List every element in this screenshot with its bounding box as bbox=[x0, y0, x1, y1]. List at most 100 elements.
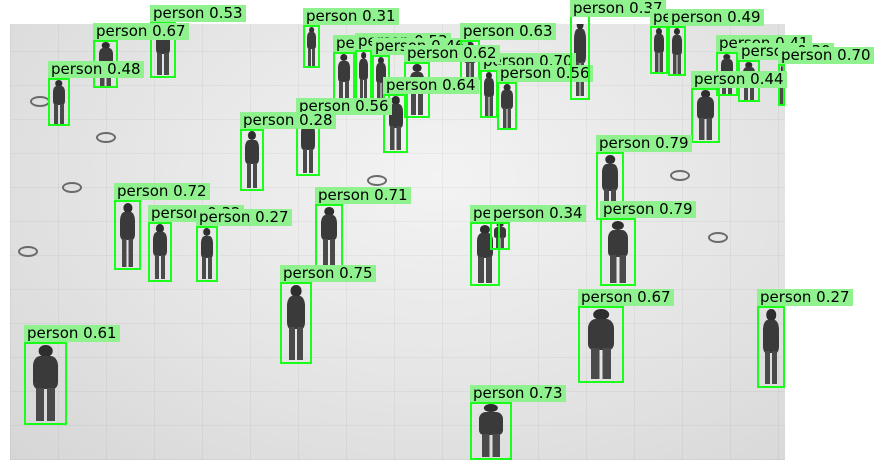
person-torso bbox=[301, 125, 315, 150]
detection-label: person 0.79 bbox=[596, 135, 692, 152]
detection-box bbox=[470, 222, 500, 286]
detection-label: person 0.67 bbox=[578, 289, 674, 306]
person-head bbox=[593, 309, 609, 320]
person-legs bbox=[590, 348, 612, 380]
detection-box bbox=[280, 282, 312, 364]
person-figure bbox=[757, 306, 785, 388]
person-figure bbox=[333, 52, 355, 104]
detection-label: person 0.71 bbox=[315, 187, 411, 204]
person-head bbox=[655, 27, 663, 35]
detection-label: person 0.75 bbox=[280, 265, 376, 282]
person-legs bbox=[699, 118, 712, 141]
person-legs bbox=[307, 48, 316, 66]
person-figure bbox=[480, 70, 498, 118]
detection-label: person 0.72 bbox=[114, 183, 210, 200]
detection-box bbox=[48, 78, 70, 126]
detection-label: person 0.49 bbox=[668, 9, 764, 26]
detection-box bbox=[114, 200, 141, 270]
person-legs bbox=[744, 83, 754, 100]
person-head bbox=[247, 131, 257, 141]
person-legs bbox=[202, 256, 212, 280]
person-figure bbox=[240, 129, 264, 191]
detection-label: person 0.73 bbox=[470, 385, 566, 402]
person-figure bbox=[383, 94, 408, 153]
person-torso bbox=[287, 295, 305, 329]
person-torso bbox=[671, 34, 683, 55]
detection-label: person 0.61 bbox=[24, 325, 120, 342]
person-legs bbox=[465, 62, 475, 78]
person-head bbox=[391, 96, 400, 105]
person-head bbox=[203, 228, 211, 237]
detection-box bbox=[600, 218, 636, 286]
person-torso bbox=[763, 319, 779, 353]
person-head bbox=[466, 41, 474, 48]
detection-label: person 0.64 bbox=[383, 77, 479, 94]
person-head bbox=[611, 220, 625, 231]
person-torso bbox=[476, 232, 494, 259]
detection-box bbox=[668, 26, 686, 76]
person-torso bbox=[588, 319, 614, 350]
detection-label: person 0.53 bbox=[150, 5, 246, 22]
person-figure bbox=[470, 402, 512, 460]
person-torso bbox=[697, 97, 714, 120]
person-head bbox=[101, 41, 110, 49]
person-torso bbox=[501, 90, 513, 110]
person-torso bbox=[337, 60, 351, 82]
detection-box bbox=[383, 94, 408, 153]
person-torso bbox=[358, 58, 369, 80]
person-head bbox=[780, 65, 783, 72]
person-head bbox=[483, 404, 499, 413]
person-head bbox=[745, 61, 753, 68]
detection-label: person 0.63 bbox=[460, 23, 556, 40]
person-legs bbox=[359, 78, 368, 100]
floor-drain bbox=[18, 246, 38, 257]
detection-label: person 0.28 bbox=[240, 112, 336, 129]
detection-box bbox=[470, 402, 512, 460]
person-legs bbox=[157, 52, 169, 76]
detection-label: person 0.62 bbox=[404, 45, 500, 62]
person-head bbox=[576, 24, 584, 31]
person-figure bbox=[303, 25, 320, 68]
person-legs bbox=[288, 327, 304, 360]
person-figure bbox=[148, 222, 172, 282]
person-figure bbox=[668, 26, 686, 76]
person-legs bbox=[481, 433, 501, 458]
person-legs bbox=[246, 163, 258, 188]
detection-label: person 0.67 bbox=[93, 23, 189, 40]
person-torso bbox=[153, 232, 167, 257]
detection-label: person 0.56 bbox=[296, 98, 392, 115]
person-torso bbox=[602, 163, 618, 191]
person-head bbox=[122, 202, 133, 213]
person-head bbox=[360, 52, 367, 60]
person-torso bbox=[574, 29, 586, 64]
detection-box bbox=[757, 306, 785, 388]
person-legs bbox=[121, 238, 134, 267]
person-head bbox=[766, 309, 776, 321]
person-legs bbox=[502, 108, 512, 128]
person-torso bbox=[119, 211, 136, 240]
detection-box bbox=[497, 82, 517, 130]
floor-drain bbox=[670, 170, 690, 181]
detection-label: person 0.34 bbox=[490, 205, 586, 222]
person-figure bbox=[196, 226, 218, 282]
detection-box bbox=[691, 88, 720, 143]
person-head bbox=[340, 54, 348, 62]
detection-label: person 0.44 bbox=[691, 71, 787, 88]
detection-label: person 0.79 bbox=[600, 201, 696, 218]
person-head bbox=[290, 285, 302, 297]
detection-box bbox=[650, 26, 668, 74]
person-head bbox=[496, 223, 504, 228]
person-head bbox=[324, 206, 334, 216]
detection-label: person 0.70 bbox=[778, 47, 874, 64]
person-torso bbox=[33, 356, 58, 390]
person-figure bbox=[24, 342, 67, 425]
person-figure bbox=[600, 218, 636, 286]
person-legs bbox=[322, 239, 336, 265]
person-legs bbox=[779, 87, 784, 104]
person-figure bbox=[691, 88, 720, 143]
person-torso bbox=[52, 86, 66, 106]
detection-box bbox=[196, 226, 218, 282]
person-legs bbox=[339, 80, 349, 102]
person-figure bbox=[372, 55, 390, 104]
floor-drain bbox=[367, 175, 387, 186]
